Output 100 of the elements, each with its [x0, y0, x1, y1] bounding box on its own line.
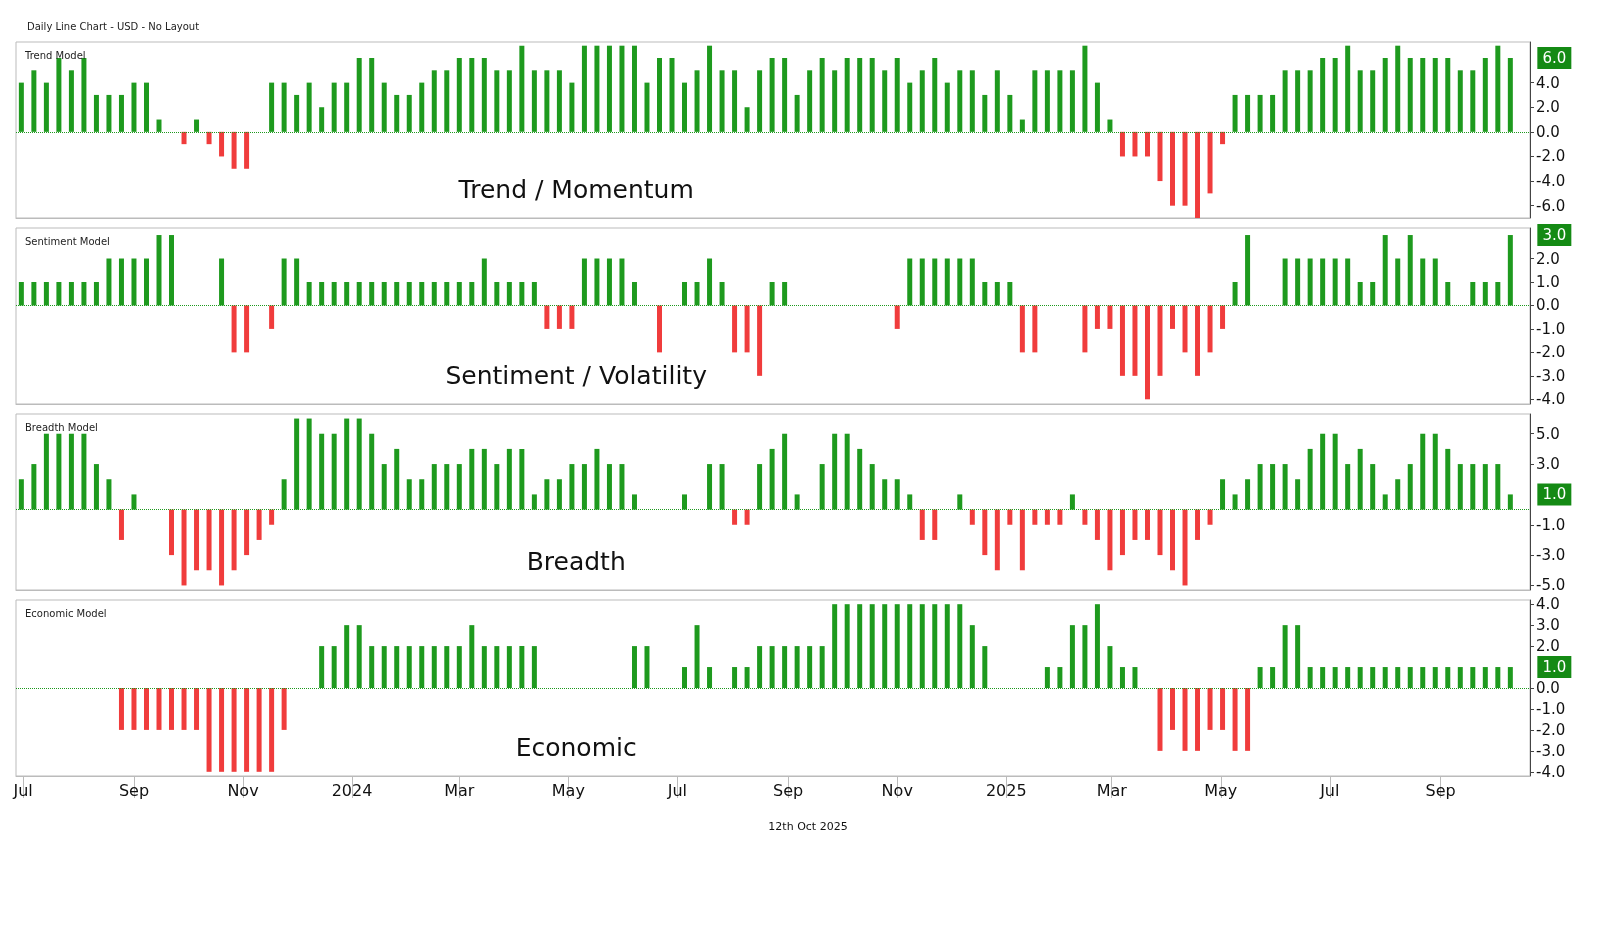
- bar: [231, 131, 237, 169]
- annotation: Economic: [515, 733, 637, 763]
- bar: [244, 509, 250, 556]
- bar: [732, 509, 738, 525]
- bar: [744, 509, 750, 525]
- bar: [118, 509, 124, 540]
- bar: [1207, 509, 1213, 525]
- annotation: 6.0: [1542, 49, 1567, 67]
- bar: [1107, 509, 1113, 571]
- x-tick-label: 2024: [331, 780, 373, 800]
- y-tick-label: 0.0: [1536, 296, 1560, 315]
- bar: [1094, 305, 1100, 329]
- text: Economic Model: [25, 607, 107, 619]
- y-tick-label: 4.0: [1536, 595, 1560, 614]
- x-tick-label: Sep: [1425, 780, 1456, 800]
- bar: [1157, 688, 1163, 751]
- bar: [1207, 305, 1213, 353]
- bar: [1182, 509, 1188, 586]
- y-tick-label: 0.0: [1536, 679, 1560, 697]
- x-tick-label: May: [551, 780, 585, 800]
- bar: [744, 305, 750, 353]
- bar: [244, 305, 250, 353]
- bar: [231, 305, 237, 353]
- bar: [269, 305, 275, 329]
- bar: [1007, 509, 1013, 525]
- x-tick-label: Mar: [444, 780, 475, 800]
- bar: [556, 305, 562, 329]
- bar: [994, 509, 1000, 571]
- bar: [156, 688, 162, 730]
- bar: [1245, 688, 1251, 751]
- bar: [1094, 509, 1100, 540]
- bar: [219, 509, 225, 586]
- bar: [1019, 305, 1025, 353]
- bar: [1195, 509, 1201, 540]
- bar: [1044, 509, 1050, 525]
- bar: [181, 131, 187, 145]
- bar: [256, 688, 262, 772]
- bar: [244, 131, 250, 169]
- x-tick-label: Nov: [227, 780, 259, 800]
- bar: [1144, 305, 1150, 400]
- text: 12th Oct 2025: [768, 819, 848, 833]
- bar: [1032, 305, 1038, 353]
- y-tick-label: -3.0: [1536, 366, 1566, 385]
- bar: [1232, 688, 1238, 751]
- bar: [1157, 305, 1163, 376]
- bar: [281, 688, 287, 730]
- bar: [1170, 131, 1175, 206]
- bar: [757, 305, 763, 376]
- y-tick-label: 5.0: [1536, 424, 1560, 443]
- bar: [1132, 509, 1138, 540]
- bar: [231, 509, 237, 571]
- bar: [894, 305, 900, 329]
- bar: [1082, 509, 1088, 525]
- bar: [982, 509, 988, 556]
- bar: [1032, 509, 1038, 525]
- x-tick-label: Sep: [773, 780, 804, 800]
- bar: [1170, 509, 1175, 571]
- bar: [1107, 305, 1113, 329]
- y-tick-label: -1.0: [1536, 319, 1566, 338]
- y-tick-label: -1.0: [1536, 515, 1566, 534]
- y-tick-label: -4.0: [1536, 390, 1566, 409]
- bar: [1082, 305, 1088, 353]
- y-tick-label: -2.0: [1536, 720, 1566, 739]
- bar: [544, 305, 550, 329]
- bar: [969, 509, 975, 525]
- x-tick-label: Jul: [666, 780, 688, 800]
- bar: [1057, 509, 1063, 525]
- bar: [256, 509, 262, 540]
- bar: [1019, 509, 1025, 571]
- x-tick-label: 2025: [985, 780, 1027, 800]
- y-tick-label: -4.0: [1536, 762, 1566, 781]
- bar: [1220, 688, 1226, 730]
- bar: [1119, 509, 1125, 556]
- text: Breadth Model: [25, 421, 98, 433]
- bar: [1182, 688, 1188, 751]
- bar: [219, 688, 225, 772]
- y-tick-label: 0.0: [1536, 122, 1560, 141]
- bar: [231, 688, 237, 772]
- annotation: Sentiment / Volatility: [445, 361, 708, 391]
- bar: [269, 688, 275, 772]
- bar: [219, 131, 225, 157]
- y-tick-label: 3.0: [1536, 616, 1560, 635]
- bar: [1157, 131, 1163, 182]
- bar: [1195, 131, 1201, 218]
- bar: [194, 509, 200, 571]
- y-tick-label: -5.0: [1536, 576, 1566, 595]
- y-tick-label: -6.0: [1536, 196, 1566, 215]
- x-tick-label: May: [1204, 780, 1238, 800]
- bar: [1220, 305, 1226, 329]
- bar: [932, 509, 938, 540]
- annotation: Trend / Momentum: [457, 175, 694, 205]
- bar: [131, 688, 137, 730]
- y-tick-label: -2.0: [1536, 147, 1566, 166]
- x-tick-label: Mar: [1096, 780, 1128, 800]
- bar: [206, 688, 212, 772]
- bar: [1132, 305, 1138, 376]
- bar: [181, 688, 187, 730]
- bar: [169, 509, 175, 556]
- y-tick-label: -3.0: [1536, 546, 1566, 565]
- y-tick-label: -1.0: [1536, 699, 1566, 718]
